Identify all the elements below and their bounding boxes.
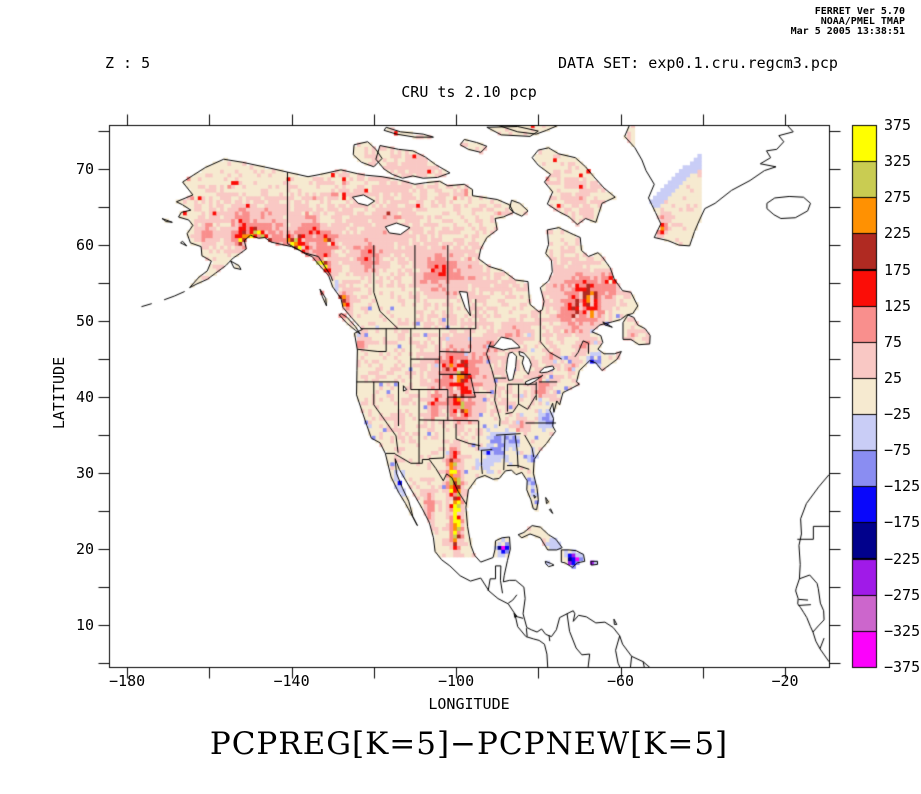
ferret-org-line: NOAA/PMEL TMAP	[820, 16, 905, 27]
y-tick-label: 40	[75, 388, 94, 407]
ferret-version-stamp: FERRET Ver 5.70 NOAA/PMEL TMAP Mar 5 200…	[791, 7, 905, 37]
colorbar-tick-label: 75	[884, 332, 903, 351]
colorbar-tick-label: −125	[884, 477, 921, 496]
x-tick-label: −140	[273, 672, 310, 690]
dataset-label: DATA SET: exp0.1.cru.regcm3.pcp	[558, 54, 838, 72]
colorbar-tick-label: −175	[884, 513, 921, 532]
x-tick-label: −20	[771, 672, 799, 690]
x-axis-title: LONGITUDE	[428, 695, 510, 713]
colorbar-tick-label: 375	[884, 116, 912, 134]
x-tick-label: −100	[437, 672, 475, 690]
x-tick-label: −60	[606, 672, 635, 690]
colorbar-tick-label: −225	[884, 549, 921, 568]
y-tick-label: 60	[75, 236, 94, 255]
ferret-date-line: Mar 5 2005 13:38:51	[790, 26, 905, 37]
y-tick-label: 70	[75, 160, 94, 179]
colorbar-tick-label: 25	[884, 368, 903, 387]
y-tick-label: 10	[75, 616, 94, 635]
colorbar-tick-label: −275	[884, 585, 921, 604]
colorbar-tick-label: 175	[884, 260, 912, 279]
colorbar-tick-label: 125	[884, 296, 912, 315]
colorbar-tick-label: −325	[884, 621, 921, 640]
colorbar-tick-label: −375	[884, 658, 921, 676]
y-tick-label: 50	[75, 312, 94, 331]
colorbar-tick-label: −25	[884, 405, 912, 424]
plot-title: CRU ts 2.10 pcp	[401, 83, 537, 101]
y-tick-label: 30	[75, 464, 94, 483]
colorbar-tick-label: −75	[884, 441, 912, 460]
colorbar-tick-label: 325	[884, 152, 912, 171]
z-level-label: Z : 5	[105, 54, 151, 72]
x-tick-label: −180	[109, 672, 146, 690]
ferret-version-line: FERRET Ver 5.70	[814, 6, 905, 17]
colorbar-tick-label: 225	[884, 224, 912, 243]
colorbar-tick-label: 275	[884, 188, 912, 207]
y-tick-label: 20	[75, 540, 94, 559]
y-axis-title: LATITUDE	[50, 356, 68, 430]
variable-expression: PCPREG[K=5]−PCPNEW[K=5]	[209, 726, 729, 762]
